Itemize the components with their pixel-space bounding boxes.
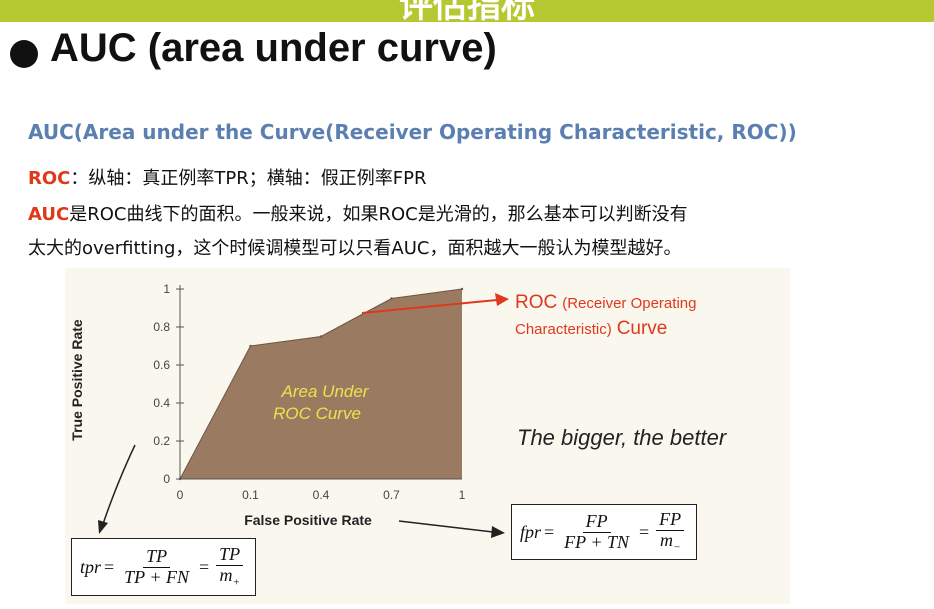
- fpr-arrow-head-icon: [491, 526, 505, 538]
- roc-point: [249, 344, 252, 348]
- auc-area: [180, 289, 462, 479]
- fpr-den1: FP + TN: [564, 531, 629, 552]
- text-line-3: 太大的overfitting，这个时候调模型可以只看AUC，面积越大一般认为模型…: [28, 234, 681, 260]
- line3-text: 太大的overfitting，这个时候调模型可以只看AUC，面积越大一般认为模型…: [28, 238, 682, 259]
- tpr-num1: TP: [143, 546, 171, 568]
- auc-keyword: AUC: [28, 204, 70, 225]
- line1-text: ：纵轴：真正例率TPR；横轴：假正例率FPR: [70, 168, 427, 189]
- roc-point: [460, 287, 464, 291]
- bullet-dot-icon: [10, 40, 38, 68]
- y-tick-label: 0.2: [153, 434, 170, 448]
- tpr-num2: TP: [216, 544, 244, 567]
- tpr-den1: TP + FN: [124, 566, 189, 587]
- axis-layer: 0 0.2 0.4 0.6 0.8 1 0 0.1 0.4 0.7 1: [153, 282, 465, 502]
- roc-annotation-line2: Characteristic) Curve: [515, 318, 667, 339]
- x-tick-label: 0: [177, 488, 184, 502]
- roc-annotation-small2: Characteristic): [515, 321, 612, 338]
- y-tick-label: 0.4: [153, 396, 170, 410]
- page-title: AUC (area under curve): [50, 26, 497, 70]
- y-tick-label: 0.6: [153, 358, 170, 372]
- roc-arrow-line: [361, 299, 498, 314]
- subtitle: AUC(Area under the Curve(Receiver Operat…: [28, 120, 797, 144]
- line2-text: 是ROC曲线下的面积。一般来说，如果ROC是光滑的，那么基本可以判断没有: [69, 204, 688, 225]
- fpr-lhs: fpr: [520, 521, 542, 542]
- area-label-line1: Area Under: [281, 382, 370, 401]
- roc-point: [390, 297, 393, 300]
- fpr-formula: fpr = FP FP + TN = FP m−: [511, 504, 698, 560]
- slogan: The bigger, the better: [517, 425, 728, 450]
- roc-keyword: ROC: [28, 168, 71, 189]
- fpr-num1: FP: [582, 511, 611, 533]
- x-tick-label: 0.4: [313, 488, 330, 502]
- tpr-den2-sub: +: [232, 576, 240, 589]
- fpr-num2: FP: [656, 509, 685, 532]
- roc-annotation-big2: Curve: [617, 318, 668, 339]
- tpr-den2: m: [219, 565, 233, 586]
- text-line-1: ROC：纵轴：真正例率TPR；横轴：假正例率FPR: [28, 164, 426, 190]
- fpr-arrow-line: [398, 520, 494, 533]
- roc-point: [319, 335, 323, 338]
- roc-arrow-head-icon: [495, 293, 509, 306]
- x-tick-label: 1: [459, 488, 466, 502]
- fpr-den2-sub: −: [672, 541, 681, 554]
- top-banner: 评估指标: [0, 0, 934, 22]
- x-tick-label: 0.1: [242, 488, 259, 502]
- roc-annotation-small: (Receiver Operating: [562, 295, 696, 312]
- tpr-formula: tpr = TP TP + FN = TP m+: [71, 538, 257, 596]
- text-line-2: AUC是ROC曲线下的面积。一般来说，如果ROC是光滑的，那么基本可以判断没有: [28, 200, 688, 226]
- y-tick-label: 0: [163, 472, 170, 486]
- x-axis-label: False Positive Rate: [244, 512, 372, 528]
- y-axis-label: True Positive Rate: [69, 319, 85, 441]
- y-tick-label: 0.8: [153, 320, 170, 334]
- y-tick-label: 1: [163, 282, 170, 296]
- area-label-line2: ROC Curve: [273, 404, 361, 423]
- tpr-arrow-line: [102, 444, 136, 525]
- fpr-den2: m: [659, 530, 673, 551]
- tpr-arrow-head-icon: [98, 520, 108, 534]
- tpr-lhs: tpr: [80, 556, 102, 577]
- top-banner-text: 评估指标: [399, 0, 535, 22]
- x-tick-label: 0.7: [383, 488, 400, 502]
- roc-figure: 0 0.2 0.4 0.6 0.8 1 0 0.1 0.4 0.7 1 Area Under ROC…: [65, 268, 790, 604]
- roc-annotation-line1: ROC (Receiver Operating: [515, 292, 696, 313]
- area-layer: [178, 287, 464, 481]
- roc-annotation-big: ROC: [515, 292, 557, 313]
- roc-chart: 0 0.2 0.4 0.6 0.8 1 0 0.1 0.4 0.7 1 Area Under ROC…: [69, 282, 728, 538]
